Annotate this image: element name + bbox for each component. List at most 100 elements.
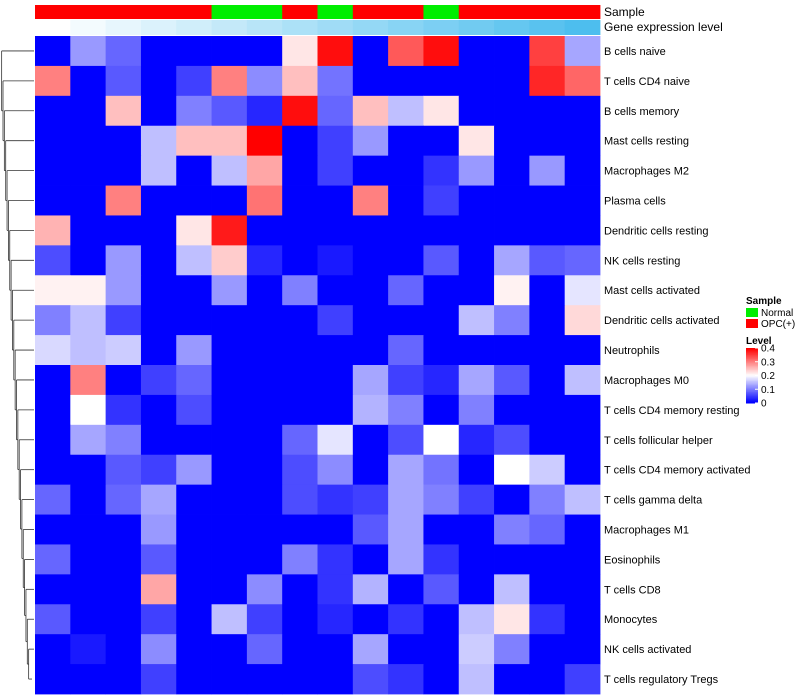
- heatmap-cell: [140, 305, 177, 336]
- level-tick-label: 0.2: [761, 371, 775, 382]
- expression-annotation-cell: [458, 20, 495, 35]
- heatmap-cell: [211, 36, 248, 67]
- heatmap-cell: [35, 185, 71, 216]
- heatmap-cell: [352, 275, 389, 306]
- heatmap-cell: [317, 125, 354, 157]
- sample-annotation-cell: [317, 5, 354, 19]
- heatmap-cell: [282, 185, 318, 216]
- heatmap-cell: [529, 125, 566, 157]
- expression-annotation-cell: [176, 20, 212, 35]
- heatmap-cell: [140, 394, 177, 426]
- heatmap-cell: [105, 454, 142, 486]
- heatmap-cell: [494, 185, 530, 216]
- expression-annotation-bar: [35, 20, 601, 35]
- heatmap-cell: [35, 634, 71, 665]
- heatmap-cell: [282, 335, 318, 366]
- row-label: Macrophages M2: [604, 166, 689, 178]
- heatmap-cell: [317, 185, 354, 216]
- heatmap-cell: [564, 155, 601, 186]
- heatmap-cell: [35, 65, 71, 97]
- heatmap-cell: [140, 365, 177, 396]
- heatmap-cell: [246, 125, 283, 157]
- heatmap-cell: [317, 305, 354, 336]
- expression-annotation-cell: [388, 20, 424, 35]
- heatmap-cell: [494, 484, 530, 515]
- heatmap-cell: [246, 275, 283, 306]
- heatmap-cell: [282, 275, 318, 306]
- heatmap-cell: [70, 155, 107, 186]
- heatmap-cell: [494, 544, 530, 575]
- level-scale-segment: [746, 372, 758, 375]
- heatmap-cell: [529, 454, 566, 486]
- legend-label-opc: OPC(+): [761, 319, 795, 330]
- expression-annotation-cell: [494, 20, 530, 35]
- heatmap-cell: [352, 484, 389, 515]
- heatmap-cell: [388, 424, 424, 456]
- heatmap-cell: [246, 365, 283, 396]
- row-label: Macrophages M0: [604, 375, 689, 387]
- heatmap-cell: [211, 95, 248, 127]
- heatmap-cell: [246, 185, 283, 216]
- heatmap-cell: [564, 514, 601, 545]
- row-label: Mast cells resting: [604, 136, 689, 148]
- heatmap-cell: [423, 574, 460, 605]
- level-scale-segment: [746, 396, 758, 399]
- heatmap-cell: [388, 604, 424, 635]
- heatmap-cell: [317, 245, 354, 276]
- heatmap-cell: [176, 634, 212, 665]
- heatmap-cell: [494, 664, 530, 695]
- heatmap-cell: [423, 514, 460, 545]
- heatmap-cell: [140, 155, 177, 186]
- heatmap-cell: [423, 424, 460, 456]
- heatmap-cell: [529, 155, 566, 186]
- heatmap-cell: [282, 95, 318, 127]
- heatmap-cell: [211, 544, 248, 575]
- heatmap-cell: [317, 424, 354, 456]
- expression-annotation-cell: [211, 20, 248, 35]
- expression-annotation-cell: [140, 20, 177, 35]
- heatmap-cell: [494, 155, 530, 186]
- heatmap-cell: [105, 335, 142, 366]
- heatmap-cell: [352, 215, 389, 246]
- heatmap-cell: [423, 305, 460, 336]
- level-scale-segment: [746, 393, 758, 396]
- heatmap-cell: [529, 424, 566, 456]
- heatmap-cell: [423, 484, 460, 515]
- heatmap-cell: [564, 484, 601, 515]
- level-scale-segment: [746, 376, 758, 379]
- heatmap-cell: [211, 424, 248, 456]
- heatmap-cell: [282, 36, 318, 67]
- heatmap-cell: [70, 215, 107, 246]
- heatmap-cell: [564, 36, 601, 67]
- heatmap-cell: [423, 365, 460, 396]
- heatmap-cell: [458, 65, 495, 97]
- heatmap-cell: [564, 125, 601, 157]
- heatmap-cell: [352, 95, 389, 127]
- heatmap-cell: [458, 484, 495, 515]
- heatmap-cell: [105, 36, 142, 67]
- heatmap-cell: [317, 514, 354, 545]
- heatmap-cell: [564, 454, 601, 486]
- heatmap-cell: [352, 305, 389, 336]
- expression-annotation-cell: [282, 20, 318, 35]
- heatmap-cell: [105, 125, 142, 157]
- heatmap-cell: [564, 185, 601, 216]
- heatmap-cell: [458, 454, 495, 486]
- heatmap-cell: [529, 394, 566, 426]
- heatmap-cell: [176, 215, 212, 246]
- heatmap-cell: [246, 394, 283, 426]
- heatmap-cell: [211, 365, 248, 396]
- heatmap-cell: [564, 424, 601, 456]
- sample-legend-title: Sample: [746, 296, 782, 307]
- heatmap-cell: [246, 245, 283, 276]
- heatmap-cell: [317, 365, 354, 396]
- heatmap-cell: [388, 185, 424, 216]
- heatmap-cell: [317, 544, 354, 575]
- heatmap-cell: [105, 245, 142, 276]
- heatmap-cell: [70, 514, 107, 545]
- heatmap-cell: [211, 634, 248, 665]
- heatmap-cell: [211, 394, 248, 426]
- heatmap-cell: [317, 215, 354, 246]
- heatmap-cell: [423, 454, 460, 486]
- heatmap-cell: [423, 664, 460, 695]
